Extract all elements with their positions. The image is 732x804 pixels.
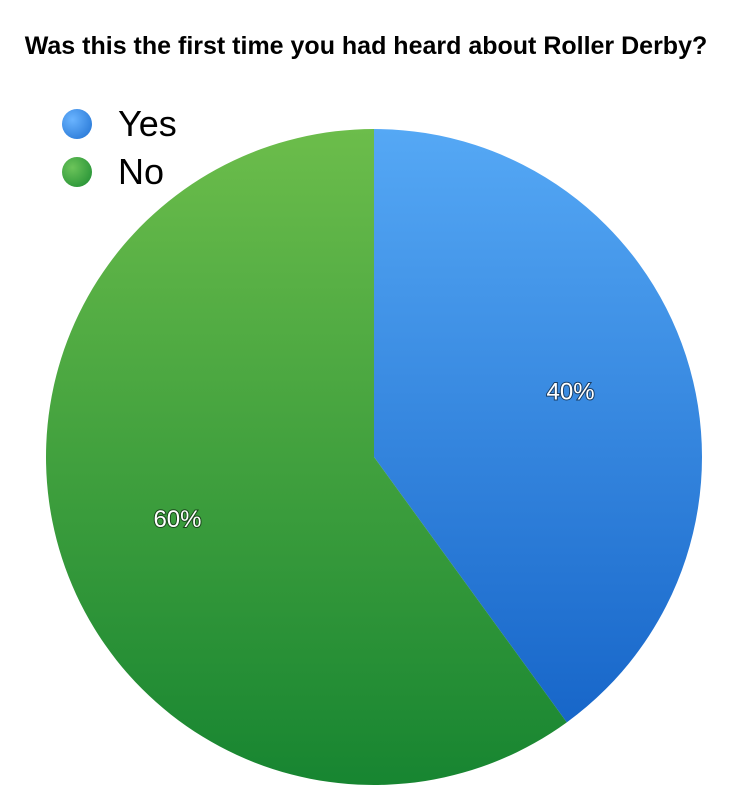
legend-swatch-no <box>62 157 92 187</box>
chart-title: Was this the first time you had heard ab… <box>24 32 708 60</box>
legend-item-no: No <box>62 148 177 196</box>
legend-swatch-yes <box>62 109 92 139</box>
legend-label-yes: Yes <box>118 103 177 144</box>
legend: Yes No <box>62 100 177 196</box>
slice-label-yes: 40% <box>547 378 595 405</box>
legend-label-no: No <box>118 151 165 192</box>
slice-label-no: 60% <box>153 506 201 533</box>
pie-slice-no <box>45 129 567 785</box>
pie-slice-yes <box>374 129 702 723</box>
legend-item-yes: Yes <box>62 100 177 148</box>
